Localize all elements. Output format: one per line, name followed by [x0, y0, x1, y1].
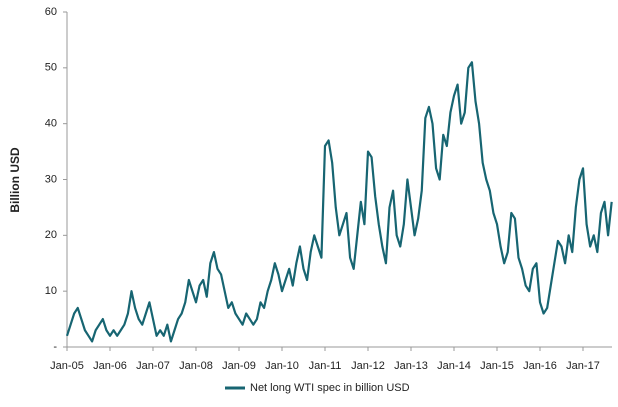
- x-tick-label: Jan-12: [351, 360, 385, 372]
- x-tick-label: Jan-14: [437, 360, 471, 372]
- x-tick-label: Jan-17: [566, 360, 600, 372]
- x-tick-label: Jan-11: [309, 360, 342, 372]
- y-tick-label: 40: [45, 118, 57, 130]
- x-tick-label: Jan-06: [93, 360, 127, 372]
- y-axis-label: Billion USD: [8, 147, 22, 213]
- y-tick-label: 20: [45, 229, 57, 241]
- data-line: [65, 61, 613, 343]
- y-tick-label: -: [53, 341, 57, 353]
- x-tick-label: Jan-16: [523, 360, 557, 372]
- y-tick-label: 10: [45, 285, 57, 297]
- x-tick-label: Jan-09: [222, 360, 256, 372]
- x-tick-label: Jan-08: [179, 360, 213, 372]
- x-tick-label: Jan-07: [136, 360, 170, 372]
- legend-label: Net long WTI spec in billion USD: [250, 382, 410, 394]
- y-tick-label: 60: [45, 6, 57, 18]
- y-tick-label: 30: [45, 173, 57, 185]
- x-tick-label: Jan-10: [265, 360, 299, 372]
- x-tick-label: Jan-13: [394, 360, 428, 372]
- x-tick-label: Jan-15: [480, 360, 514, 372]
- y-tick-label: 50: [45, 62, 57, 74]
- x-tick-label: Jan-05: [50, 360, 84, 372]
